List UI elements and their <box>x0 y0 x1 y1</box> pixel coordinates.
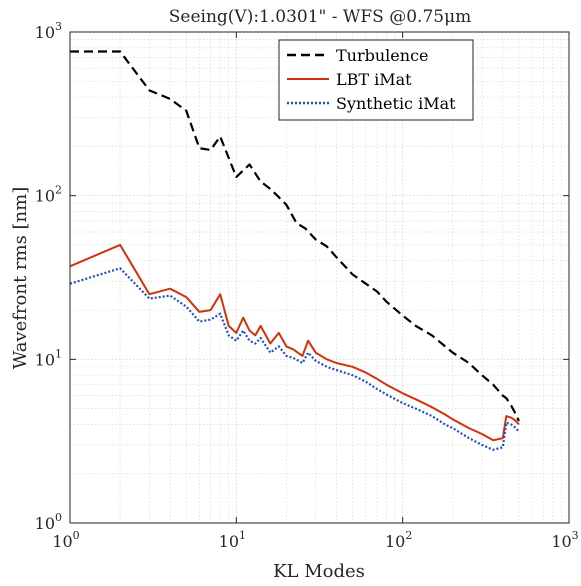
legend-label-0: Turbulence <box>336 46 429 65</box>
series-line-2 <box>69 267 520 451</box>
y-tick-label: 102 <box>35 184 62 206</box>
x-tick-label: 101 <box>219 529 246 551</box>
legend-label-1: LBT iMat <box>336 70 412 89</box>
series-line-0 <box>70 50 520 422</box>
y-tick-label: 103 <box>35 20 62 42</box>
plot-frame <box>69 31 570 524</box>
series-layer <box>69 50 520 451</box>
legend-label-2: Synthetic iMat <box>336 94 456 113</box>
y-axis-label: Wavefront rms [nm] <box>10 187 31 369</box>
chart-title: Seeing(V):1.0301" - WFS @0.75μm <box>169 7 472 27</box>
x-axis-label: KL Modes <box>273 561 365 582</box>
x-tick-label: 102 <box>385 529 412 551</box>
x-tick-label: 103 <box>551 529 578 551</box>
x-tick-label: 100 <box>52 529 79 551</box>
legend: Turbulence LBT iMat Synthetic iMat <box>278 39 474 121</box>
y-tick-label: 100 <box>35 511 62 533</box>
y-tick-label: 101 <box>35 347 62 369</box>
ticks: 100 101 102 103 100 101 102 103 <box>35 20 579 551</box>
series-line-1 <box>69 243 520 442</box>
